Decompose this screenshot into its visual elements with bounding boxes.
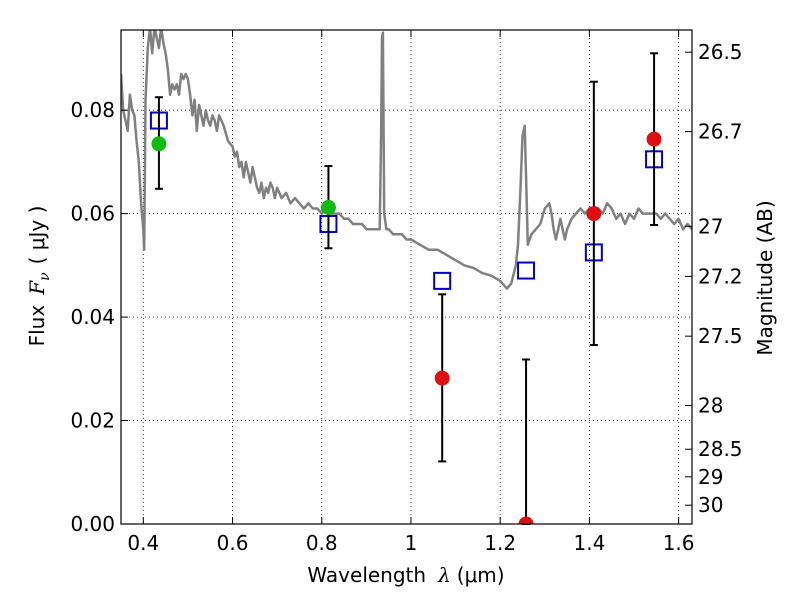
x-tick-label: 1 [405, 531, 418, 555]
x-axis-label: Wavelength λ (μm) [307, 563, 504, 587]
y2-tick-label: 27.2 [698, 264, 743, 288]
y-tick-label: 0.02 [70, 409, 115, 433]
model-photometry-marker [433, 271, 452, 290]
right-y-axis-label: Magnitude (AB) [753, 200, 777, 355]
axes: 0.4 0.6 0.8 1 1.2 1.4 1.6 0.00 0.02 0.04 0.06 0.08 2… [70, 30, 743, 555]
y2-tick-label: 28.5 [698, 437, 743, 461]
x-tick-label: 1.2 [484, 531, 516, 555]
observed-photometry-point [646, 131, 662, 147]
x-tick-label: 0.8 [306, 531, 338, 555]
y2-tick-label: 26.5 [698, 40, 743, 64]
y2-tick-label: 27 [698, 214, 723, 238]
x-tick-label: 1.4 [573, 531, 605, 555]
y2-tick-label: 26.7 [698, 120, 743, 144]
x-tick-label: 0.6 [217, 531, 249, 555]
x-tick-label: 0.4 [127, 531, 159, 555]
y2-tick-label: 28 [698, 393, 723, 417]
plot-frame [120, 29, 693, 525]
observed-photometry-point [518, 516, 534, 524]
observed-photometry-point [320, 199, 336, 215]
model-photometry-marker [517, 261, 536, 280]
y-tick-label: 0.08 [70, 98, 115, 122]
observed-photometry-point [586, 206, 602, 222]
y-tick-label: 0.00 [70, 512, 115, 536]
y-axis-label: FluxFν( μJy ) [25, 206, 53, 347]
y2-tick-label: 27.5 [698, 324, 743, 348]
y2-tick-label: 30 [698, 493, 723, 517]
y-tick-label: 0.04 [70, 305, 115, 329]
y2-tick-label: 29 [698, 465, 723, 489]
y-tick-label: 0.06 [70, 202, 115, 226]
model-spectrum-line [121, 30, 692, 290]
plot-area [121, 30, 692, 525]
observed-photometry-point [434, 370, 450, 386]
x-tick-label: 1.6 [663, 531, 695, 555]
observed-photometry-point [151, 136, 167, 152]
